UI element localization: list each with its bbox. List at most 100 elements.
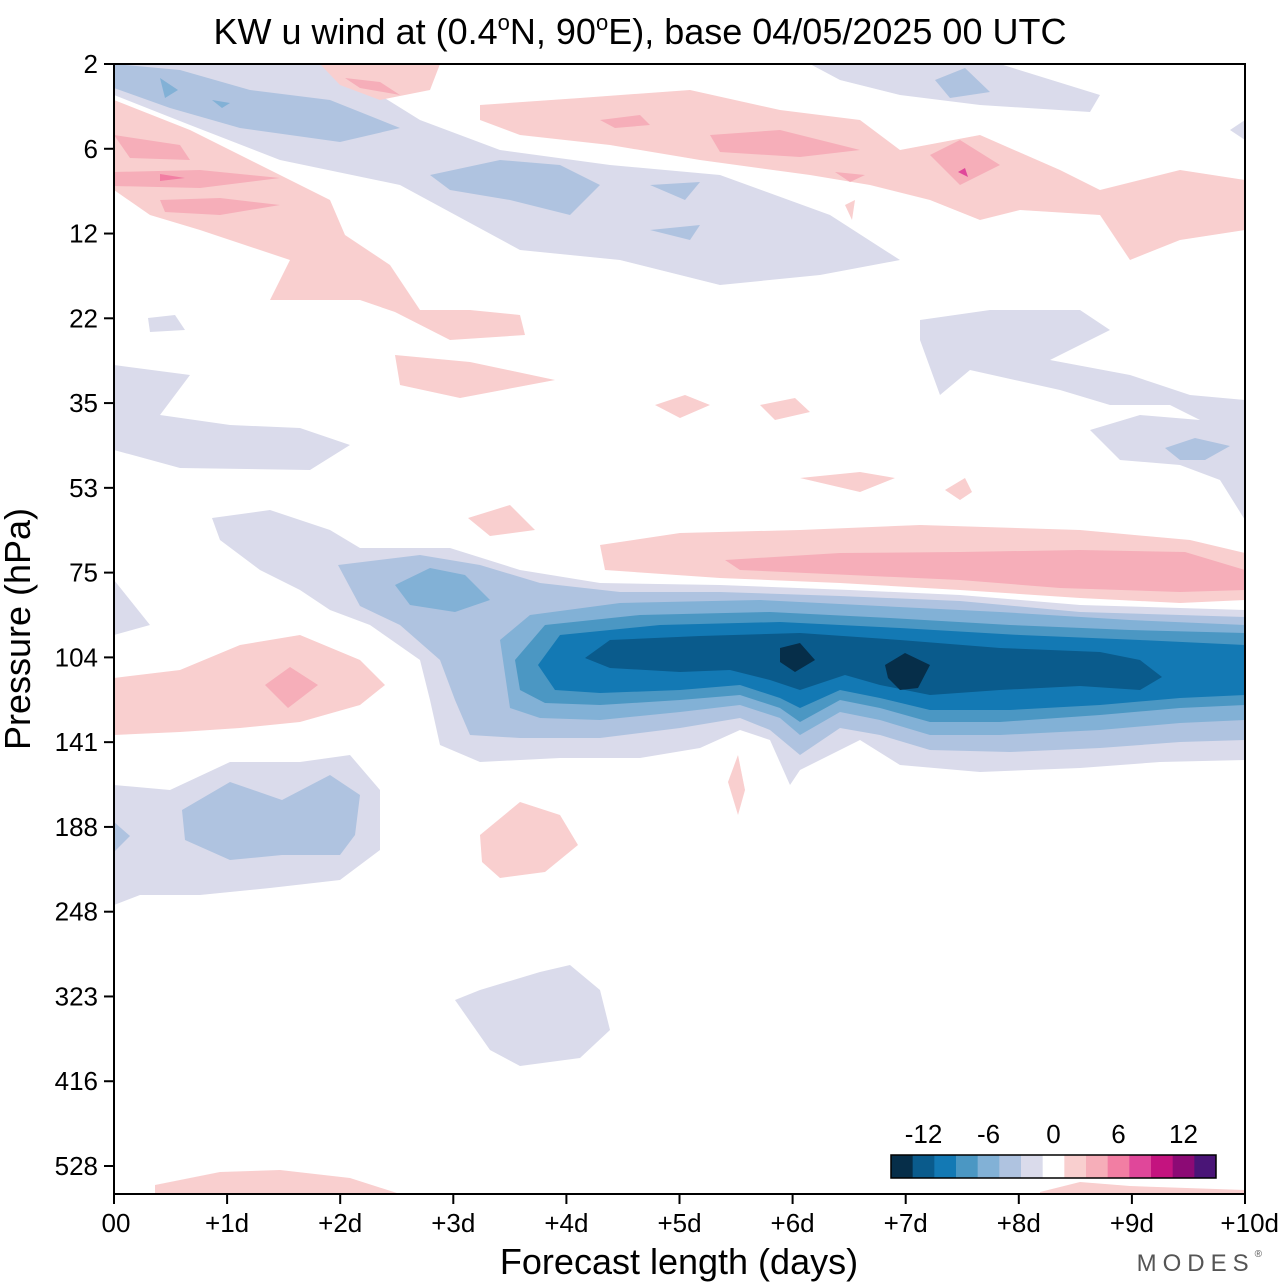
colorbar-swatch xyxy=(956,1155,979,1178)
contour-region xyxy=(160,78,178,98)
chart-title: KW u wind at (0.4oN, 90oE), base 04/05/2… xyxy=(0,0,1280,55)
contour-region xyxy=(395,568,490,612)
contour-region xyxy=(160,198,280,215)
contour-region xyxy=(345,78,400,95)
y-tick-label: 528 xyxy=(55,1151,98,1181)
y-axis: 2 6 12 22 35 53 75 104 141 188 248 323 416 528 xyxy=(55,49,114,1181)
contour-region xyxy=(265,667,318,708)
x-tick-label: +1d xyxy=(205,1208,249,1238)
contour-region xyxy=(395,355,555,398)
y-tick-label: 12 xyxy=(69,219,98,249)
contour-region xyxy=(958,168,968,177)
x-tick-label: +5d xyxy=(657,1208,701,1238)
colorbar-swatch xyxy=(891,1155,914,1178)
contour-region xyxy=(114,635,385,735)
contour-region xyxy=(212,100,230,108)
colorbar-label: -6 xyxy=(977,1119,1000,1149)
contour-region xyxy=(430,160,600,215)
x-tick-label: +4d xyxy=(544,1208,588,1238)
colorbar-label: 12 xyxy=(1169,1119,1198,1149)
contour-region xyxy=(600,115,650,128)
colorbar-frame xyxy=(890,1154,1217,1179)
colorbar-label: 0 xyxy=(1046,1119,1060,1149)
x-axis: 00 +1d +2d +3d +4d +5d +6d +7d +8d +9d +10d xyxy=(102,1194,1279,1238)
contour-region xyxy=(710,130,860,157)
colorbar-swatch xyxy=(1129,1155,1152,1178)
y-tick-label: 53 xyxy=(69,473,98,503)
colorbar-swatch xyxy=(977,1155,1000,1178)
contour-region xyxy=(114,365,350,470)
x-tick-label: +10d xyxy=(1220,1208,1279,1238)
y-tick-label: 104 xyxy=(55,642,98,672)
contour-region xyxy=(160,174,185,181)
colorbar-label: -12 xyxy=(905,1119,943,1149)
y-tick-label: 416 xyxy=(55,1066,98,1096)
contour-region xyxy=(930,140,1000,185)
y-tick-label: 35 xyxy=(69,388,98,418)
title-prefix: KW u wind at (0.4 xyxy=(213,11,498,52)
x-tick-label: 00 xyxy=(102,1208,131,1238)
colorbar-label: 6 xyxy=(1111,1119,1125,1149)
x-tick-label: +6d xyxy=(771,1208,815,1238)
contour-region xyxy=(650,225,700,240)
x-tick-label: +2d xyxy=(318,1208,362,1238)
y-tick-label: 323 xyxy=(55,981,98,1011)
colorbar-swatch xyxy=(1107,1155,1130,1178)
x-tick-label: +7d xyxy=(884,1208,928,1238)
contour-region xyxy=(1040,1182,1245,1194)
colorbar-swatch xyxy=(912,1155,935,1178)
x-tick-label: +3d xyxy=(431,1208,475,1238)
contour-region xyxy=(114,135,190,160)
contour-region xyxy=(455,965,610,1066)
y-axis-label: Pressure (hPa) xyxy=(0,508,38,750)
colorbar-swatch xyxy=(1172,1155,1195,1178)
y-tick-label: 2 xyxy=(84,49,98,79)
contour-region xyxy=(114,170,280,188)
contour-region xyxy=(650,182,700,200)
contour-region xyxy=(182,775,360,860)
y-tick-label: 6 xyxy=(84,134,98,164)
contour-region xyxy=(468,505,535,536)
title-suffix: E), base 04/05/2025 00 UTC xyxy=(608,11,1067,52)
contour-region xyxy=(780,643,815,672)
y-tick-label: 141 xyxy=(55,727,98,757)
degree-symbol: o xyxy=(595,10,609,35)
contour-region xyxy=(728,755,745,815)
contour-region xyxy=(148,315,185,332)
contour-region xyxy=(114,580,150,635)
contour-region xyxy=(725,550,1245,592)
contour-region xyxy=(1165,438,1230,460)
registered-mark: ® xyxy=(1254,1249,1262,1260)
y-tick-label: 22 xyxy=(69,303,98,333)
colorbar-swatch xyxy=(1151,1155,1174,1178)
colorbar-swatch xyxy=(999,1155,1022,1178)
colorbar: -12 -6 0 6 12 xyxy=(890,1119,1217,1179)
x-axis-label: Forecast length (days) xyxy=(500,1241,858,1282)
contour-region xyxy=(114,822,130,852)
contour-region xyxy=(114,64,400,142)
contour-region xyxy=(760,398,810,420)
colorbar-swatch xyxy=(1086,1155,1109,1178)
contour-region xyxy=(1230,120,1245,140)
brand-name: MODES xyxy=(1136,1250,1255,1277)
x-tick-label: +8d xyxy=(997,1208,1041,1238)
contour-fills xyxy=(114,64,1245,1194)
colorbar-swatch xyxy=(934,1155,957,1178)
contour-region xyxy=(114,100,525,340)
y-tick-label: 75 xyxy=(69,558,98,588)
modes-logo: MODES® xyxy=(1137,1249,1262,1278)
contour-region xyxy=(655,395,710,418)
contour-region xyxy=(585,633,1162,695)
title-mid: N, 90 xyxy=(509,11,596,52)
contour-region xyxy=(945,478,972,500)
contour-region xyxy=(155,1170,400,1194)
contour-region xyxy=(885,653,930,690)
colorbar-swatch xyxy=(1021,1155,1044,1178)
contour-region xyxy=(920,310,1245,520)
colorbar-swatch xyxy=(1194,1155,1217,1178)
contour-region xyxy=(835,172,865,182)
colorbar-swatch xyxy=(1042,1155,1065,1178)
y-tick-label: 188 xyxy=(55,812,98,842)
